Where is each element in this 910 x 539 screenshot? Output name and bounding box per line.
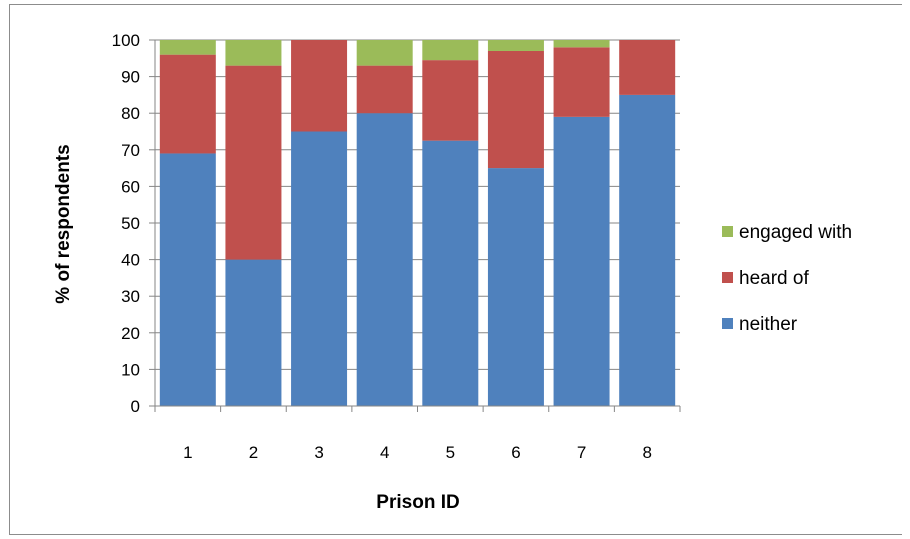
chart-area	[9, 4, 902, 535]
bar-segment-heard-of	[619, 40, 676, 95]
x-tick-label: 4	[380, 443, 389, 462]
x-axis-title: Prison ID	[376, 492, 459, 513]
bar-segment-neither	[225, 259, 282, 406]
bar-segment-heard-of	[225, 65, 282, 260]
bar-segment-heard-of	[291, 40, 348, 132]
x-tick-labels: 1 2 3 4 5 6 7 8	[183, 443, 652, 462]
bar-segment-heard-of	[422, 60, 479, 141]
bar-segment-neither	[291, 131, 348, 406]
x-tick-label: 5	[446, 443, 455, 462]
bars	[159, 40, 676, 407]
y-tick-labels: 0 10 20 30 40 50 60 70 80 90 100	[112, 31, 140, 416]
bar-segment-heard-of	[553, 47, 610, 117]
y-axis-title: % of respondents	[53, 144, 74, 303]
bar-segment-heard-of	[356, 65, 413, 114]
bar-segment-engaged-with	[553, 40, 610, 48]
y-tick-label: 30	[121, 287, 140, 306]
y-tick-label: 40	[121, 251, 140, 270]
y-tick-label: 50	[121, 214, 140, 233]
y-tick-label: 80	[121, 104, 140, 123]
bar-segment-neither	[159, 153, 216, 406]
legend-label: neither	[739, 314, 798, 335]
legend-swatch	[722, 226, 733, 237]
bar-segment-neither	[422, 140, 479, 406]
bar-segment-neither	[356, 113, 413, 406]
x-tick-label: 6	[511, 443, 520, 462]
bar-segment-neither	[487, 168, 544, 406]
legend-swatch	[722, 272, 733, 283]
x-tick-label: 8	[642, 443, 651, 462]
bar-segment-heard-of	[487, 50, 544, 169]
legend: engaged with heard of neither	[722, 222, 852, 335]
bar-segment-heard-of	[159, 54, 216, 154]
legend-label: heard of	[739, 268, 809, 289]
y-tick-label: 0	[131, 397, 140, 416]
y-tick-label: 20	[121, 324, 140, 343]
bar-segment-engaged-with	[487, 40, 544, 51]
axes	[149, 39, 681, 412]
bar-segment-engaged-with	[356, 40, 413, 66]
y-tick-label: 100	[112, 31, 140, 50]
y-tick-label: 70	[121, 141, 140, 160]
x-tick-label: 1	[183, 443, 192, 462]
bar-segment-engaged-with	[159, 40, 216, 55]
x-tick-label: 7	[577, 443, 586, 462]
x-tick-label: 3	[314, 443, 323, 462]
bar-segment-engaged-with	[225, 40, 282, 66]
legend-swatch	[722, 318, 733, 329]
bar-segment-neither	[553, 116, 610, 407]
legend-label: engaged with	[739, 222, 852, 243]
y-tick-label: 10	[121, 360, 140, 379]
bar-segment-engaged-with	[422, 40, 479, 61]
y-tick-label: 90	[121, 68, 140, 87]
bar-segment-neither	[619, 94, 676, 407]
x-tick-label: 2	[249, 443, 258, 462]
y-tick-label: 60	[121, 177, 140, 196]
